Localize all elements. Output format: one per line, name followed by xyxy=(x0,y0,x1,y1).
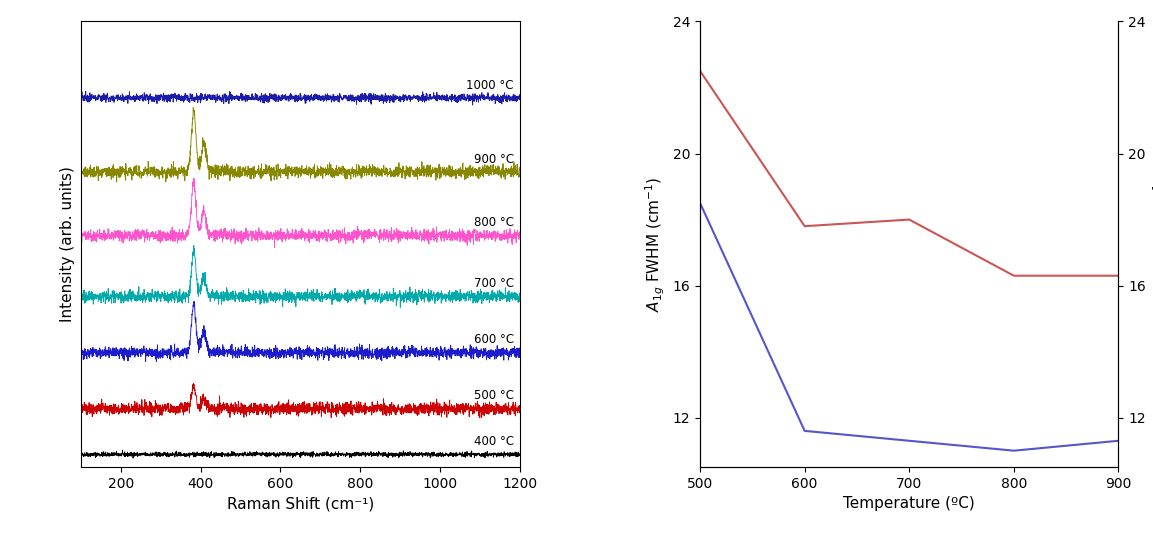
Text: 900 °C: 900 °C xyxy=(474,153,514,165)
Y-axis label: Intensity (arb. units): Intensity (arb. units) xyxy=(60,166,75,322)
Y-axis label: $E_{2g}$ FWHM (cm$^{-1}$): $E_{2g}$ FWHM (cm$^{-1}$) xyxy=(1152,177,1153,311)
Text: 1000 °C: 1000 °C xyxy=(467,79,514,92)
X-axis label: Temperature (ºC): Temperature (ºC) xyxy=(843,497,975,511)
Text: 600 °C: 600 °C xyxy=(474,333,514,346)
Text: 700 °C: 700 °C xyxy=(474,278,514,291)
Text: 500 °C: 500 °C xyxy=(474,389,514,403)
Text: 800 °C: 800 °C xyxy=(474,216,514,229)
Text: 400 °C: 400 °C xyxy=(474,436,514,448)
X-axis label: Raman Shift (cm⁻¹): Raman Shift (cm⁻¹) xyxy=(227,497,374,511)
Y-axis label: $A_{1g}$ FWHM (cm$^{-1}$): $A_{1g}$ FWHM (cm$^{-1}$) xyxy=(643,177,668,312)
